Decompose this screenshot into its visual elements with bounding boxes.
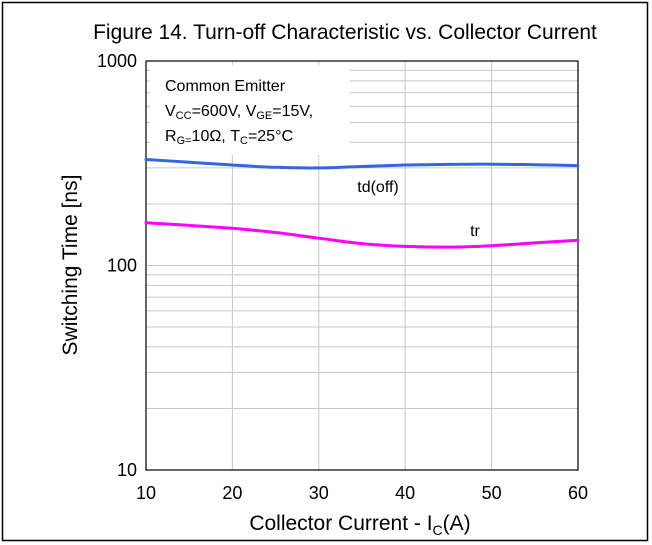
x-tick-label: 30 (309, 483, 329, 503)
y-axis-ticks: 10 100 1000 (97, 51, 137, 480)
y-tick-label: 100 (107, 256, 137, 276)
x-axis-label: Collector Current - IC(A) (249, 512, 470, 538)
data-series (144, 158, 580, 249)
series-label-tr: tr (470, 223, 480, 240)
x-axis-ticks: 10 20 30 40 50 60 (136, 483, 588, 503)
annotation-line-3: RG=10Ω, TC=25°C (165, 128, 293, 147)
annotation-background (150, 65, 350, 155)
x-tick-label: 10 (136, 483, 156, 503)
x-tick-label: 50 (482, 483, 502, 503)
y-axis-label: Switching Time [ns] (59, 175, 82, 356)
annotation-line-1: Common Emitter (165, 78, 286, 95)
x-tick-label: 20 (222, 483, 242, 503)
x-tick-label: 40 (395, 483, 415, 503)
x-axis-label-sub: C (433, 522, 443, 538)
x-axis-label-tail: (A) (443, 512, 471, 535)
x-axis-label-main: Collector Current - I (249, 512, 432, 535)
y-tick-label: 1000 (97, 51, 137, 71)
conditions-annotation: Common Emitter VCC=600V, VGE=15V, RG=10Ω… (150, 65, 350, 155)
y-tick-label: 10 (117, 460, 137, 480)
series-label-td-off: td(off) (357, 179, 399, 196)
x-tick-label: 60 (568, 483, 588, 503)
series-line-tr (144, 221, 580, 249)
series-line-td-off (144, 158, 580, 170)
plot-area-border (145, 60, 579, 471)
chart-title: Figure 14. Turn-off Characteristic vs. C… (93, 21, 597, 44)
annotation-line-2: VCC=600V, VGE=15V, (165, 103, 313, 122)
